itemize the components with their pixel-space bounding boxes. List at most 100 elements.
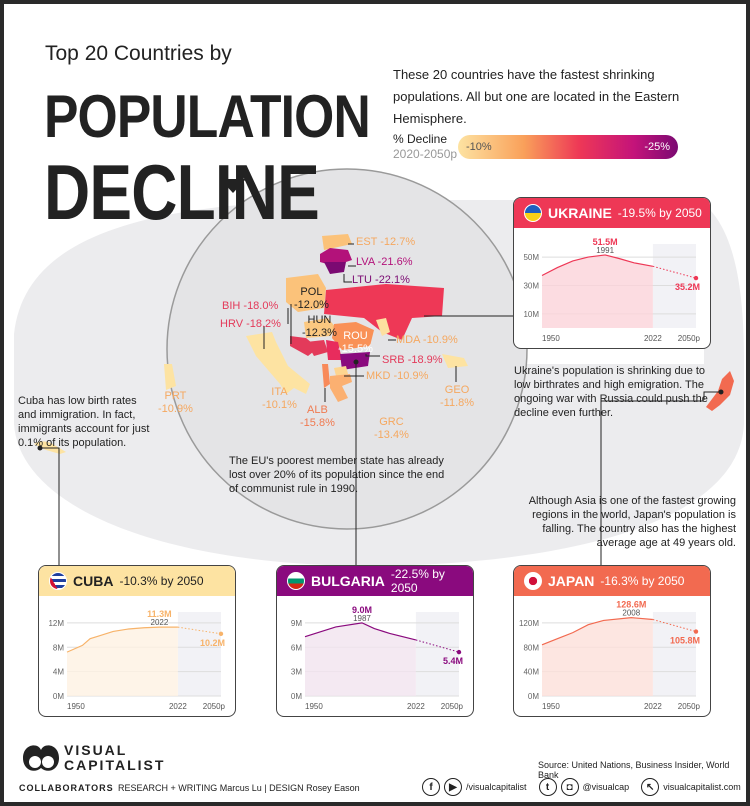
y-tick-label: 120M	[519, 619, 539, 628]
instagram-icon[interactable]: ◘	[560, 778, 579, 796]
twitter-instagram-handle[interactable]: @visualcap	[582, 782, 630, 792]
series-line	[304, 622, 417, 641]
peak-year-label: 1991	[596, 246, 614, 255]
country-bih	[306, 340, 328, 356]
country-code: GRC	[379, 416, 404, 428]
y-tick-label: 3M	[291, 668, 302, 677]
legend-gradient: -10% -25%	[458, 135, 678, 159]
decline-value: -13.4%	[374, 429, 409, 441]
area-fill	[542, 254, 653, 328]
country-code: LVA	[356, 256, 375, 268]
country-grc	[330, 374, 352, 402]
y-tick-label: 8M	[53, 643, 64, 652]
cuba-card: CUBA -10.3% by 2050 0M 4M 8M 12M 10.2M 11.3M 20…	[38, 565, 236, 717]
legend-min: -10%	[466, 141, 492, 153]
social-links: f ▶ /visualcapitalist t ◘ @visualcap ↖ visual…	[422, 778, 741, 796]
decline-value: -10.1%	[262, 399, 297, 411]
peak-value-label: 51.5M	[593, 237, 618, 247]
decline-value: -10.9%	[158, 403, 193, 415]
country-ita	[246, 332, 310, 394]
country-code: BIH	[222, 300, 241, 312]
projection-line	[415, 639, 460, 653]
y-tick-label: 30M	[523, 281, 539, 290]
projection-point	[693, 629, 699, 634]
country-code: SRB	[382, 354, 405, 366]
country-code: POL	[300, 286, 323, 298]
y-tick-label: 12M	[48, 619, 64, 628]
card-headline: -10.3% by 2050	[119, 574, 204, 588]
credits: RESEARCH + WRITING Marcus Lu | DESIGN Ro…	[118, 783, 360, 793]
visual-capitalist-logo	[23, 745, 59, 771]
x-tick-label: 2022	[644, 702, 662, 711]
cuba-flag-icon	[49, 572, 67, 590]
cursor-icon[interactable]: ↖	[641, 778, 660, 796]
x-tick-label: 1950	[305, 702, 323, 711]
country-code: LTU	[352, 274, 372, 286]
map-label-mda: MDA -10.9%	[396, 334, 458, 347]
projection-point	[456, 649, 462, 655]
kicker: Top 20 Countries by	[45, 42, 232, 65]
website-link[interactable]: visualcapitalist.com	[663, 782, 741, 792]
map-label-rou: ROU -15.5%	[338, 330, 373, 356]
facebook-icon[interactable]: f	[422, 778, 440, 796]
decline-value: -15.5%	[338, 343, 373, 355]
map-label-ltu: LTU -22.1%	[352, 274, 410, 287]
country-prt	[164, 364, 176, 390]
x-tick-label: 2050p	[678, 334, 701, 343]
map-label-geo: GEO -11.8%	[440, 384, 474, 410]
map-label-mkd: MKD -10.9%	[366, 370, 428, 383]
country-code: HRV	[220, 318, 244, 330]
card-country: BULGARIA	[311, 573, 385, 589]
y-tick-label: 0M	[291, 692, 302, 701]
youtube-icon[interactable]: ▶	[444, 778, 462, 796]
card-header: CUBA -10.3% by 2050	[39, 566, 235, 596]
end-value-label: 10.2M	[200, 638, 225, 648]
country-alb	[322, 364, 330, 388]
card-country: CUBA	[73, 573, 114, 589]
bulgaria-note: The EU's poorest member state has alread…	[229, 455, 445, 495]
map-label-bih: BIH -18.0%	[222, 300, 278, 313]
country-ltu	[324, 262, 346, 274]
ukraine-card: UKRAINE -19.5% by 2050 10M 30M 50M 35.2M 51.5…	[513, 197, 711, 349]
card-country: JAPAN	[548, 573, 595, 589]
collaborators-label: COLLABORATORS	[19, 783, 114, 793]
facebook-youtube-handle[interactable]: /visualcapitalist	[466, 782, 527, 792]
y-tick-label: 80M	[523, 643, 539, 652]
peak-value-label: 9.0M	[352, 605, 372, 615]
infographic: Top 20 Countries by POPULATION DECLINE T…	[4, 4, 746, 802]
area-fill	[67, 627, 178, 696]
twitter-icon[interactable]: t	[538, 778, 557, 796]
decline-value: -12.7%	[380, 236, 416, 248]
decline-value: -12.3%	[302, 327, 337, 339]
decline-value: -11.8%	[440, 397, 475, 409]
peak-year-label: 1987	[353, 614, 371, 623]
y-tick-label: 0M	[528, 692, 539, 701]
country-code: ITA	[271, 386, 288, 398]
series-line	[541, 254, 653, 277]
x-tick-label: 2050p	[678, 702, 701, 711]
x-tick-label: 1950	[67, 702, 85, 711]
map-label-hun: HUN -12.3%	[302, 314, 337, 340]
peak-year-label: 2008	[622, 609, 640, 618]
source: Source: United Nations, Business Insider…	[538, 760, 730, 780]
decline-value: -15.8%	[300, 417, 335, 429]
card-headline: -16.3% by 2050	[600, 574, 685, 588]
country-code: MKD	[366, 370, 391, 382]
map-label-lva: LVA -21.6%	[356, 256, 412, 269]
map-label-prt: PRT -10.9%	[158, 390, 193, 416]
country-srb	[326, 340, 342, 360]
map-label-est: EST -12.7%	[356, 236, 415, 249]
projection-line	[177, 626, 222, 635]
map-label-alb: ALB -15.8%	[300, 404, 335, 430]
map-label-hrv: HRV -18.2%	[220, 318, 281, 331]
decline-value: -18.2%	[246, 318, 281, 330]
peak-year-label: 2022	[151, 618, 169, 627]
y-tick-label: 4M	[53, 668, 64, 677]
country-rou	[332, 322, 374, 350]
card-header: BULGARIA -22.5% by 2050	[277, 566, 473, 596]
peak-value-label: 128.6M	[616, 600, 646, 610]
decline-value: -21.6%	[377, 256, 413, 268]
title-line2: DECLINE	[44, 148, 320, 236]
